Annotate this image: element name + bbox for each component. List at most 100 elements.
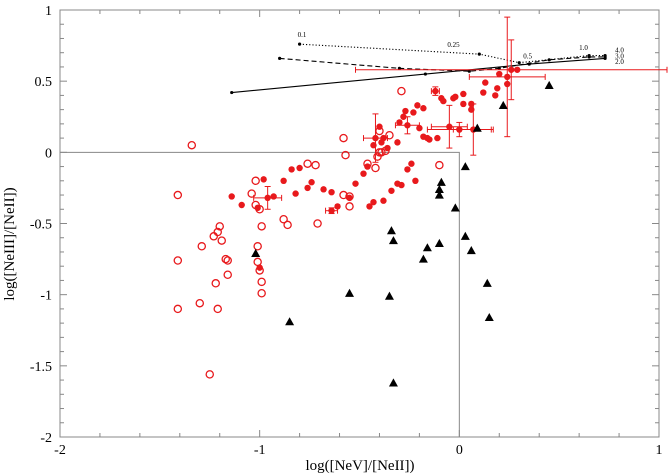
open-circle-point (187, 140, 197, 150)
triangle-point (388, 236, 398, 245)
data-points (173, 16, 668, 387)
plot-frame (59, 9, 660, 438)
filled-circle-point (320, 186, 327, 193)
filled-circle-point (396, 119, 403, 126)
filled-circle-point (388, 187, 395, 194)
open-circle-point (223, 256, 232, 265)
open-circle-point (397, 86, 406, 96)
filled-circle-point (238, 201, 245, 209)
triangle-point (460, 231, 470, 240)
filled-circle-point (334, 203, 341, 210)
triangle-point (434, 238, 444, 248)
filled-circle-point (414, 102, 421, 109)
filled-circle-point (296, 164, 303, 172)
y-tick-label: -2 (40, 431, 52, 446)
filled-circle-point (408, 160, 415, 167)
filled-circle-point (288, 166, 295, 173)
open-circle-point (435, 160, 444, 170)
y-tick-label: -1.5 (30, 360, 52, 375)
filled-circle-point (270, 193, 277, 200)
model-track-node (477, 52, 481, 56)
filled-circle-point (492, 92, 499, 99)
triangle-point (422, 243, 432, 252)
triangle-point (434, 184, 444, 193)
model-track-node (298, 42, 302, 46)
filled-circle-point (364, 163, 371, 170)
filled-circle-point (328, 188, 335, 196)
filled-circle-point (360, 170, 367, 177)
open-circle-point (251, 176, 260, 186)
model-track-node (587, 55, 591, 59)
open-circle-point (311, 160, 320, 170)
open-circle-point (377, 148, 386, 157)
open-circle-point (173, 190, 183, 200)
open-circle-point (341, 150, 350, 160)
filled-circle-point (460, 90, 467, 98)
filled-circle-point (346, 194, 353, 202)
filled-circle-point (434, 134, 441, 142)
errorbar-point (264, 194, 271, 202)
open-circle-point (215, 222, 224, 231)
open-circle-point (211, 279, 220, 288)
triangle-point (384, 291, 394, 300)
triangle-point (434, 190, 444, 199)
filled-circle-point (260, 176, 267, 183)
triangle-point (418, 254, 428, 263)
filled-circle-point (370, 198, 377, 206)
open-circle-point (213, 227, 222, 237)
model-label: 0.5 (523, 52, 532, 60)
x-tick-label: 1 (656, 443, 663, 458)
model-track-node (278, 56, 282, 60)
open-circle-point (257, 277, 266, 287)
model-label: 2.0 (615, 58, 624, 66)
model-track-node (517, 61, 521, 65)
model-track-labels: 0.1 0.25 0.5 1.0 4.03.02.0 (298, 31, 625, 66)
filled-circle-point (380, 197, 387, 204)
model-track-node (423, 72, 427, 76)
open-circle-point (345, 202, 354, 211)
errorbar-point (504, 73, 511, 81)
filled-circle-point (452, 93, 459, 101)
filled-circle-point (440, 97, 447, 105)
model-label: 0.1 (298, 31, 307, 39)
triangle-point (450, 203, 460, 212)
x-axis-label: log([NeV]/[NeII]) (305, 458, 414, 474)
triangle-point (472, 123, 482, 132)
filled-circle-point (480, 89, 487, 96)
filled-circle-point (378, 139, 385, 146)
triangle-point (484, 312, 494, 322)
y-tick-label: 0 (45, 146, 52, 161)
filled-circle-point (494, 85, 501, 92)
open-circle-point (173, 304, 183, 314)
open-circle-point (195, 298, 205, 308)
y-tick-label: 1 (45, 4, 52, 19)
open-circle-point (253, 257, 262, 267)
triangle-point (466, 246, 476, 255)
model-track-node (397, 66, 402, 70)
filled-circle-point (352, 180, 359, 187)
model-tracks (230, 42, 607, 95)
open-circle-point (339, 133, 348, 143)
model-track-node (603, 56, 607, 60)
open-circle-point (373, 152, 382, 161)
open-circle-point (303, 159, 312, 168)
open-circle-point (253, 242, 262, 251)
open-circle-point (213, 304, 222, 314)
open-circle-point (247, 189, 256, 198)
open-circle-point (205, 370, 214, 379)
triangle-point (498, 100, 508, 109)
errorbar-point (432, 87, 439, 95)
filled-circle-point (394, 139, 401, 146)
model-track-node (527, 62, 531, 66)
filled-circle-point (376, 123, 383, 130)
filled-circle-point (254, 204, 261, 212)
filled-circle-point (292, 190, 299, 197)
x-tick-label: -1 (254, 443, 266, 458)
y-tick-label: -0.5 (30, 218, 52, 233)
filled-circle-point (398, 181, 405, 189)
filled-circle-point (308, 179, 315, 186)
open-circle-point (217, 236, 226, 245)
triangle-point (285, 317, 295, 326)
filled-circle-point (228, 193, 235, 200)
filled-circle-point (400, 113, 407, 120)
